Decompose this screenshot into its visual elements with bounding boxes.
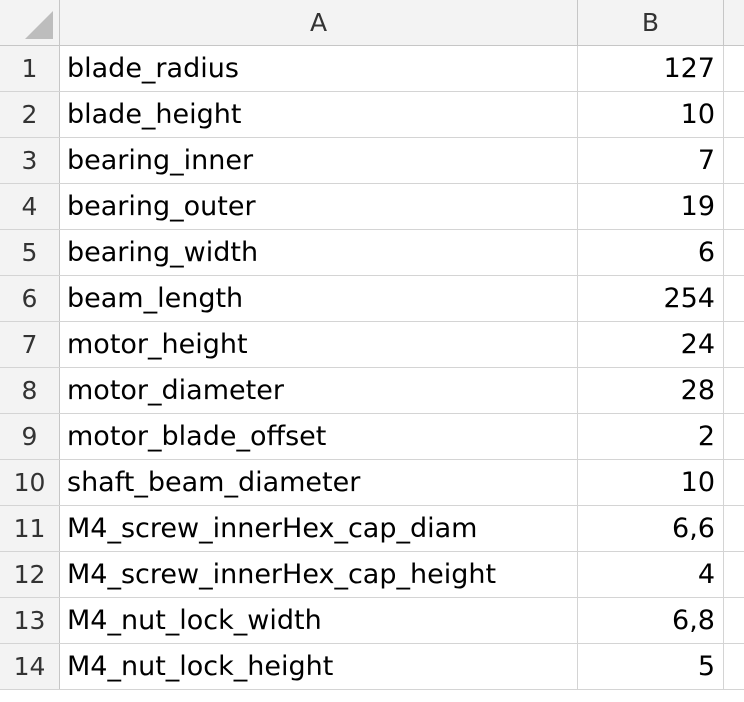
row-header[interactable]: 4 xyxy=(0,184,60,229)
cell-name[interactable]: bearing_width xyxy=(60,230,578,275)
column-header-row: A B xyxy=(0,0,744,46)
column-header-a[interactable]: A xyxy=(60,0,578,45)
cell-empty[interactable] xyxy=(724,138,744,183)
cell-empty[interactable] xyxy=(724,322,744,367)
cell-name[interactable]: bearing_outer xyxy=(60,184,578,229)
row-header[interactable]: 12 xyxy=(0,552,60,597)
row-header[interactable]: 11 xyxy=(0,506,60,551)
cell-empty[interactable] xyxy=(724,460,744,505)
cell-name[interactable]: blade_height xyxy=(60,92,578,137)
table-row: 2 blade_height 10 xyxy=(0,92,744,138)
row-header[interactable]: 9 xyxy=(0,414,60,459)
table-row: 5 bearing_width 6 xyxy=(0,230,744,276)
cell-value[interactable]: 6 xyxy=(578,230,724,275)
cell-empty[interactable] xyxy=(724,368,744,413)
table-row: 14 M4_nut_lock_height 5 xyxy=(0,644,744,690)
table-row: 8 motor_diameter 28 xyxy=(0,368,744,414)
cell-value[interactable]: 24 xyxy=(578,322,724,367)
row-header[interactable]: 10 xyxy=(0,460,60,505)
rows-container: 1 blade_radius 127 2 blade_height 10 3 b… xyxy=(0,46,744,690)
cell-value[interactable]: 6,6 xyxy=(578,506,724,551)
cell-value[interactable]: 10 xyxy=(578,460,724,505)
cell-name[interactable]: M4_screw_innerHex_cap_diam xyxy=(60,506,578,551)
cell-value[interactable]: 28 xyxy=(578,368,724,413)
cell-value[interactable]: 4 xyxy=(578,552,724,597)
cell-empty[interactable] xyxy=(724,92,744,137)
cell-name[interactable]: motor_blade_offset xyxy=(60,414,578,459)
cell-value[interactable]: 19 xyxy=(578,184,724,229)
cell-value[interactable]: 2 xyxy=(578,414,724,459)
row-header[interactable]: 1 xyxy=(0,46,60,91)
cell-name[interactable]: motor_height xyxy=(60,322,578,367)
cell-empty[interactable] xyxy=(724,46,744,91)
table-row: 4 bearing_outer 19 xyxy=(0,184,744,230)
table-row: 9 motor_blade_offset 2 xyxy=(0,414,744,460)
cell-empty[interactable] xyxy=(724,230,744,275)
table-row: 12 M4_screw_innerHex_cap_height 4 xyxy=(0,552,744,598)
cell-name[interactable]: M4_nut_lock_height xyxy=(60,644,578,689)
row-header[interactable]: 7 xyxy=(0,322,60,367)
table-row: 10 shaft_beam_diameter 10 xyxy=(0,460,744,506)
table-row: 11 M4_screw_innerHex_cap_diam 6,6 xyxy=(0,506,744,552)
cell-value[interactable]: 254 xyxy=(578,276,724,321)
column-header-c[interactable] xyxy=(724,0,744,45)
cell-name[interactable]: motor_diameter xyxy=(60,368,578,413)
cell-empty[interactable] xyxy=(724,598,744,643)
row-header[interactable]: 5 xyxy=(0,230,60,275)
select-all-triangle-icon xyxy=(25,11,53,39)
row-header[interactable]: 3 xyxy=(0,138,60,183)
cell-value[interactable]: 127 xyxy=(578,46,724,91)
cell-value[interactable]: 7 xyxy=(578,138,724,183)
table-row: 13 M4_nut_lock_width 6,8 xyxy=(0,598,744,644)
cell-empty[interactable] xyxy=(724,184,744,229)
cell-name[interactable]: bearing_inner xyxy=(60,138,578,183)
row-header[interactable]: 13 xyxy=(0,598,60,643)
cell-empty[interactable] xyxy=(724,414,744,459)
cell-name[interactable]: M4_screw_innerHex_cap_height xyxy=(60,552,578,597)
cell-empty[interactable] xyxy=(724,276,744,321)
table-row: 7 motor_height 24 xyxy=(0,322,744,368)
cell-name[interactable]: M4_nut_lock_width xyxy=(60,598,578,643)
cell-name[interactable]: beam_length xyxy=(60,276,578,321)
row-header[interactable]: 8 xyxy=(0,368,60,413)
cell-value[interactable]: 10 xyxy=(578,92,724,137)
select-all-button[interactable] xyxy=(0,0,60,45)
cell-name[interactable]: blade_radius xyxy=(60,46,578,91)
row-header[interactable]: 2 xyxy=(0,92,60,137)
table-row: 6 beam_length 254 xyxy=(0,276,744,322)
cell-empty[interactable] xyxy=(724,552,744,597)
row-header[interactable]: 6 xyxy=(0,276,60,321)
cell-value[interactable]: 5 xyxy=(578,644,724,689)
cell-name[interactable]: shaft_beam_diameter xyxy=(60,460,578,505)
row-header[interactable]: 14 xyxy=(0,644,60,689)
column-header-b[interactable]: B xyxy=(578,0,724,45)
cell-empty[interactable] xyxy=(724,644,744,689)
cell-empty[interactable] xyxy=(724,506,744,551)
cell-value[interactable]: 6,8 xyxy=(578,598,724,643)
table-row: 3 bearing_inner 7 xyxy=(0,138,744,184)
table-row: 1 blade_radius 127 xyxy=(0,46,744,92)
